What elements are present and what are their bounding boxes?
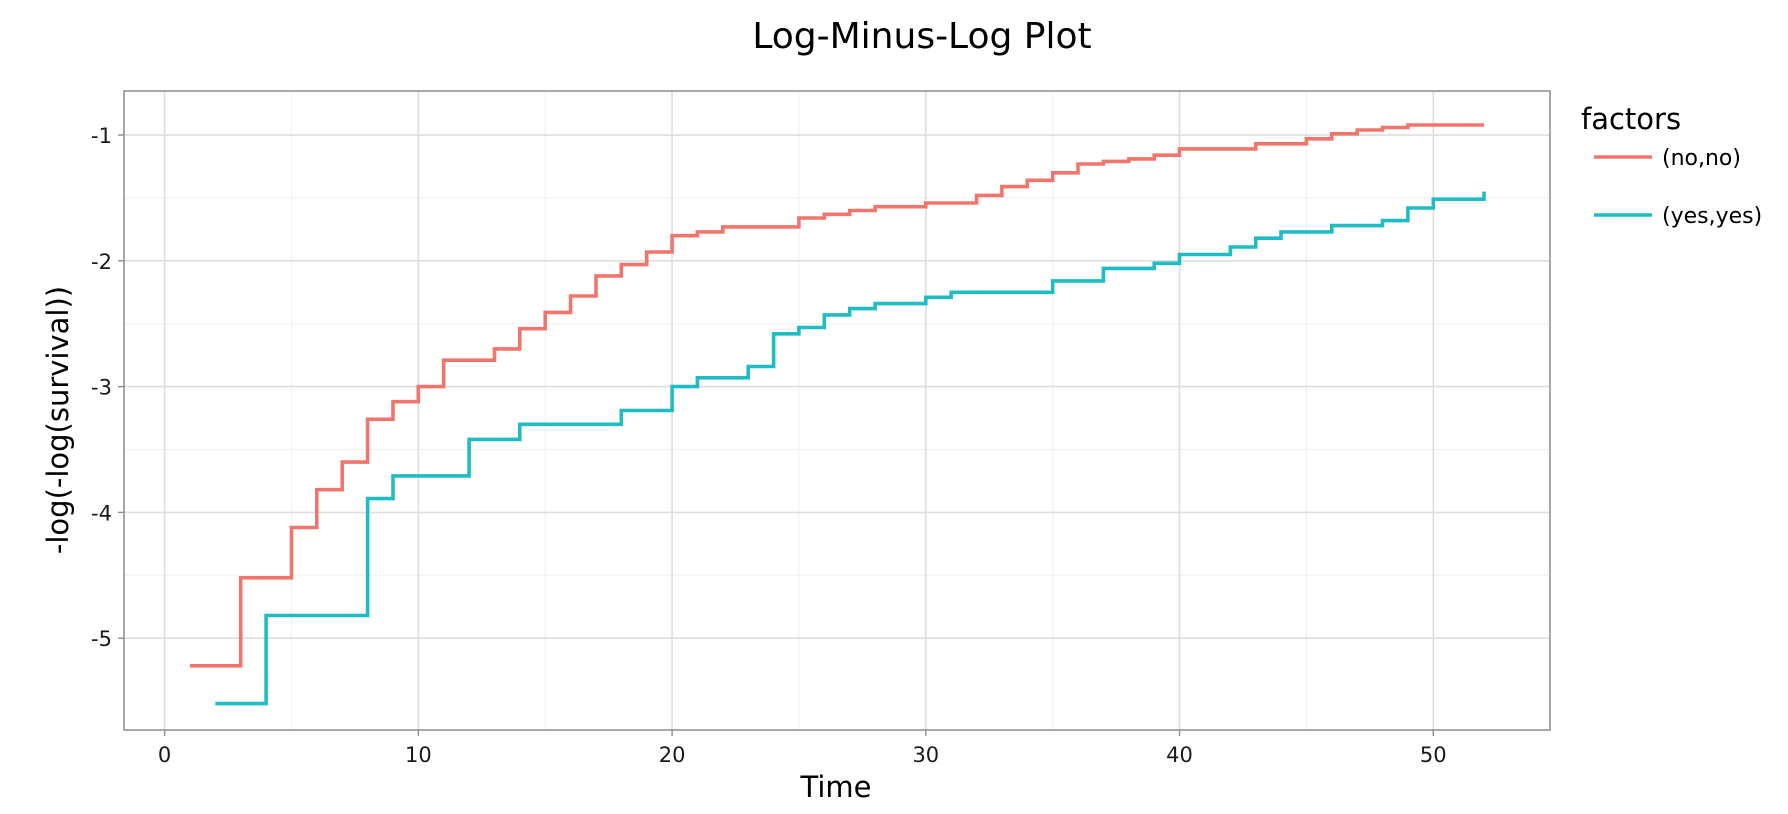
- legend-title: factors: [1581, 102, 1681, 136]
- x-tick-label: 30: [912, 743, 939, 767]
- x-tick-label: 40: [1166, 743, 1193, 767]
- y-tick-label: -3: [91, 376, 112, 400]
- x-axis-label: Time: [800, 770, 872, 804]
- y-axis-ticks: -5 -4 -3 -2 -1: [91, 124, 124, 651]
- series-line-1: [215, 191, 1486, 706]
- legend-items: (no,no) (yes,yes): [1594, 146, 1762, 229]
- legend-label-1: (yes,yes): [1662, 204, 1762, 229]
- y-tick-label: -1: [91, 124, 112, 148]
- y-tick-label: -4: [91, 501, 112, 525]
- legend: factors (no,no) (yes,yes): [1581, 102, 1762, 229]
- x-tick-label: 10: [405, 743, 432, 767]
- series-layer: [190, 123, 1486, 706]
- x-tick-label: 0: [158, 743, 171, 767]
- x-tick-label: 20: [659, 743, 686, 767]
- x-axis-ticks: 0 10 20 30 40 50: [158, 730, 1447, 767]
- y-tick-label: -5: [91, 627, 112, 651]
- y-tick-label: -2: [91, 250, 112, 274]
- grid-layer: [124, 91, 1550, 730]
- legend-label-0: (no,no): [1662, 146, 1741, 171]
- chart-title: Log-Minus-Log Plot: [752, 16, 1091, 57]
- x-tick-label: 50: [1420, 743, 1447, 767]
- panel-border: [123, 90, 1551, 731]
- y-axis-label: -log(-log(survival)): [41, 286, 75, 554]
- series-line-0: [190, 123, 1484, 668]
